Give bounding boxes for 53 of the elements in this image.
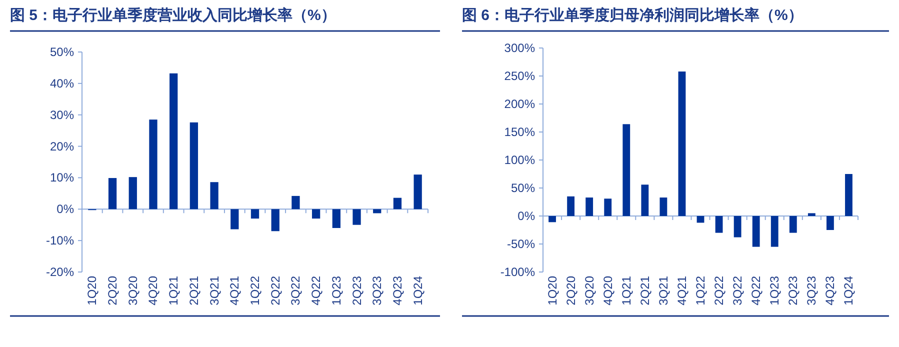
y-tick-label: -20% [46,265,74,279]
x-tick-label: 4Q20 [146,276,160,306]
x-tick-label: 4Q22 [309,276,324,306]
y-tick-label: 100% [504,153,536,167]
y-tick-label: 250% [504,69,536,83]
x-tick-label: 2Q20 [564,276,578,306]
x-tick-label: 1Q24 [842,276,856,306]
y-tick-label: 0% [56,202,74,216]
x-tick-label: 4Q22 [749,276,764,306]
y-tick-label: 200% [504,97,536,111]
y-tick-label: 10% [50,170,74,185]
y-tick-label: 40% [50,76,74,90]
chart-title: 图 6：电子行业单季度归母净利润同比增长率（%） [462,6,803,24]
x-tick-label: 4Q23 [823,276,838,306]
x-tick-label: 2Q23 [350,276,364,306]
y-tick-label: -10% [46,234,74,248]
x-tick-label: 3Q21 [656,276,670,306]
x-tick-label: 1Q21 [619,276,634,306]
x-tick-label: 3Q20 [126,276,140,306]
y-tick-label: 50% [50,45,74,59]
x-tick-label: 3Q21 [207,276,222,306]
x-tick-label: 2Q21 [186,276,201,306]
y-tick-label: -100% [500,265,536,279]
x-tick-label: 1Q24 [410,276,425,306]
x-tick-label: 4Q23 [390,276,404,306]
y-tick-label: 300% [504,41,536,55]
x-tick-label: 4Q21 [228,276,242,306]
x-tick-label: 2Q23 [786,276,800,306]
y-tick-label: -50% [506,237,536,251]
y-tick-label: 0% [518,209,536,223]
x-tick-label: 3Q20 [582,276,596,306]
x-tick-label: 1Q21 [166,276,181,306]
x-tick-label: 3Q22 [730,276,745,306]
x-tick-label: 1Q23 [768,276,782,306]
x-tick-label: 3Q22 [288,276,303,306]
x-tick-label: 1Q20 [85,276,100,306]
y-tick-label: 20% [50,139,74,154]
x-tick-label: 2Q20 [106,276,120,306]
y-tick-label: 30% [50,108,74,122]
x-tick-label: 4Q20 [600,276,615,306]
x-tick-label: 4Q21 [674,276,689,306]
x-tick-label: 3Q23 [370,276,384,306]
y-tick-label: 50% [510,181,536,195]
x-tick-label: 1Q22 [248,276,262,306]
chart-title: 图 5：电子行业单季度营业收入同比增长率（%） [10,6,336,24]
x-tick-label: 1Q22 [694,276,708,306]
x-tick-label: 1Q20 [545,276,560,306]
x-tick-label: 2Q22 [712,276,726,306]
x-tick-label: 2Q22 [268,276,282,306]
x-tick-label: 1Q23 [329,276,344,306]
x-tick-label: 3Q23 [804,276,819,306]
y-tick-label: 150% [504,125,536,139]
x-tick-label: 2Q21 [638,276,652,306]
